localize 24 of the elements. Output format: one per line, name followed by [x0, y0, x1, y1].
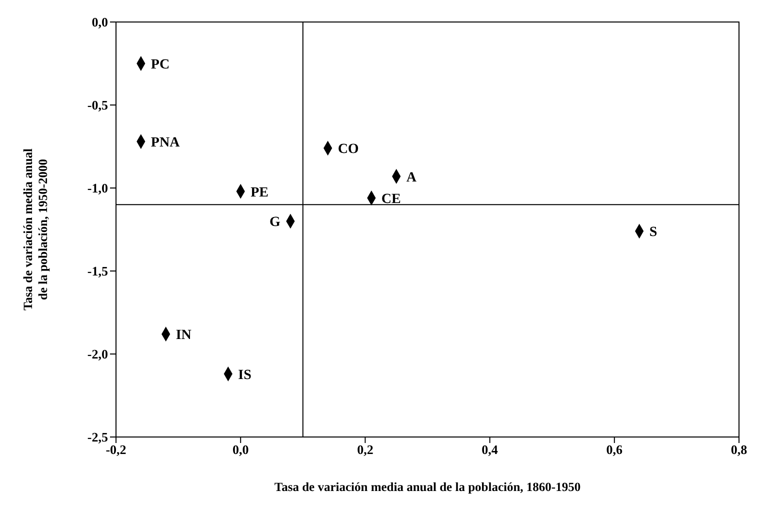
annotation: PC	[150, 58, 170, 72]
x-tick-label: 0,0	[232, 442, 249, 458]
x-tick-label: 0,8	[730, 442, 748, 458]
annotation: G	[270, 215, 281, 230]
y-tick-label: -2,0	[87, 346, 108, 362]
x-tick-label: -0,2	[106, 442, 126, 458]
annotation: IN	[176, 328, 192, 344]
y-tick-label: -1,0	[87, 180, 108, 196]
annotation: CE	[381, 192, 401, 207]
y-tick-label: -0,5	[87, 98, 108, 113]
annotation: CO	[338, 142, 359, 158]
x-tick-label: 0,6	[606, 442, 624, 458]
y-tick-label: -1,5	[87, 264, 108, 279]
x-tick-label: 0,2	[357, 442, 374, 458]
annotation: PE	[250, 185, 268, 200]
annotation: S	[649, 225, 658, 240]
annotation: A	[406, 170, 418, 186]
y-tick-label: 0,0	[92, 14, 108, 30]
annotation: IS	[238, 368, 252, 383]
y-tick-label: -2,5	[87, 430, 108, 445]
annotation: PNA	[150, 136, 181, 151]
y-axis-title: Tasa de variación media anual de la población, 1950-2000	[21, 148, 50, 311]
x-axis-title: Tasa de variación media anual de la población, 1860-1950	[274, 480, 581, 494]
x-tick-label: 0,4	[482, 442, 498, 458]
